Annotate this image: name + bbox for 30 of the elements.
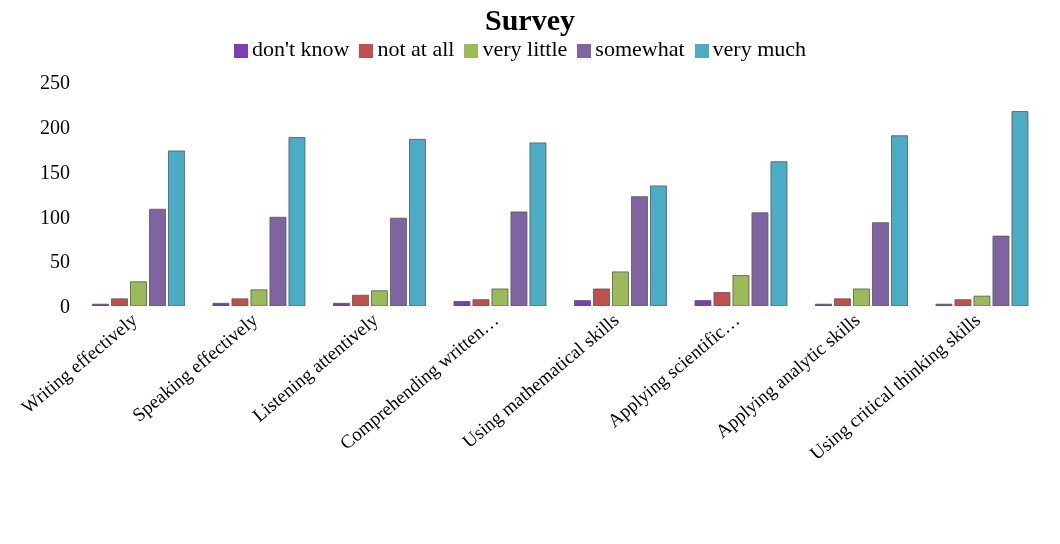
- legend-label: very little: [482, 36, 568, 61]
- bar: [853, 288, 870, 306]
- bar: [371, 290, 388, 306]
- bar: [390, 217, 407, 306]
- bar: [333, 302, 350, 306]
- bar: [352, 294, 369, 306]
- bar: [612, 271, 629, 306]
- bar: [631, 196, 648, 306]
- y-tick-label: 100: [40, 205, 70, 228]
- bar: [593, 288, 610, 306]
- y-tick-label: 200: [40, 115, 70, 138]
- bar: [650, 185, 667, 306]
- bar: [111, 298, 128, 306]
- bar: [872, 222, 889, 306]
- bar: [409, 138, 426, 306]
- legend-label: don't know: [251, 36, 350, 61]
- legend-label: not at all: [377, 36, 455, 61]
- bar: [834, 298, 851, 306]
- bar: [130, 281, 147, 306]
- legend-label: somewhat: [595, 36, 685, 61]
- bar: [574, 300, 591, 306]
- y-tick-label: 0: [60, 295, 70, 318]
- bar: [168, 150, 185, 306]
- bar: [149, 208, 166, 306]
- bar: [891, 135, 908, 306]
- y-tick-label: 50: [50, 250, 70, 273]
- y-tick-label: 150: [40, 160, 70, 183]
- chart-title: Survey: [484, 3, 576, 36]
- legend-label: very much: [712, 36, 807, 61]
- y-tick-label: 250: [40, 71, 70, 94]
